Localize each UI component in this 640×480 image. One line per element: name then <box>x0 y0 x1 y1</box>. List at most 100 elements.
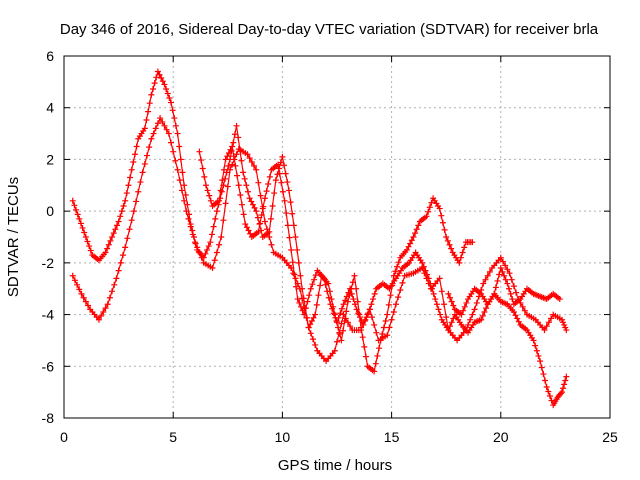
data-point-marker <box>338 320 345 327</box>
data-point-marker <box>296 299 303 306</box>
data-point-marker <box>213 249 220 256</box>
data-point-marker <box>171 115 178 122</box>
x-axis-label: GPS time / hours <box>278 457 392 474</box>
data-point-marker <box>334 338 340 345</box>
data-point-marker <box>133 198 140 205</box>
data-point <box>128 166 135 173</box>
x-tick-label: 0 <box>60 429 68 445</box>
data-point <box>478 316 485 323</box>
data-point-marker <box>297 272 304 279</box>
data-point-marker <box>146 144 153 151</box>
data-point-marker <box>241 175 248 182</box>
data-point-marker <box>172 157 179 164</box>
data-point-marker <box>397 287 404 294</box>
data-point <box>445 327 452 334</box>
data-point-marker <box>211 257 218 264</box>
data-point-marker <box>199 165 206 172</box>
data-point <box>130 208 137 215</box>
data-point <box>307 285 314 292</box>
chart-title: Day 346 of 2016, Sidereal Day-to-day VTE… <box>60 21 599 38</box>
data-point-marker <box>177 156 184 163</box>
data-point-marker <box>408 237 415 244</box>
data-point-marker <box>73 206 80 213</box>
data-point-marker <box>338 305 345 312</box>
data-point-marker <box>163 126 170 133</box>
data-point <box>471 306 478 313</box>
data-point-marker <box>218 188 225 195</box>
series-lower <box>69 115 570 365</box>
data-point-marker <box>98 312 105 319</box>
data-point-marker <box>448 298 455 305</box>
data-point-marker <box>229 161 236 168</box>
data-point-marker <box>302 305 309 312</box>
data-point-marker <box>481 308 488 315</box>
data-point <box>469 239 476 246</box>
data-point-marker <box>365 310 372 317</box>
data-point-marker <box>198 157 205 164</box>
data-point-marker <box>386 324 393 331</box>
series-line <box>72 70 473 373</box>
data-point-marker <box>376 345 383 352</box>
data-point-marker <box>230 139 237 146</box>
data-point-marker <box>501 272 508 279</box>
data-point-marker <box>293 283 300 290</box>
series-middle <box>196 143 570 409</box>
data-point <box>78 290 85 297</box>
data-point <box>327 301 334 308</box>
data-point <box>69 272 76 279</box>
data-point-marker <box>514 315 521 322</box>
data-point-marker <box>282 170 289 177</box>
data-point-marker <box>344 319 351 326</box>
data-point-marker <box>308 318 315 325</box>
data-point-marker <box>80 294 87 301</box>
data-point-marker <box>340 327 347 334</box>
data-point-marker <box>388 316 395 323</box>
data-point-marker <box>111 281 118 288</box>
data-point-marker <box>355 310 362 317</box>
data-point-marker <box>153 74 160 81</box>
data-point <box>563 327 570 334</box>
data-point <box>141 125 148 132</box>
data-point-marker <box>395 294 402 301</box>
data-point-marker <box>145 108 152 115</box>
data-point-marker <box>295 259 302 266</box>
data-point-marker <box>371 321 378 328</box>
data-point-marker <box>307 330 314 337</box>
data-point-marker <box>284 222 291 229</box>
data-point-marker <box>161 122 168 129</box>
data-point-marker <box>342 315 349 322</box>
data-point <box>419 259 426 266</box>
data-point <box>76 215 83 222</box>
data-point-marker <box>206 192 213 199</box>
y-tick-label: 2 <box>46 151 54 167</box>
data-point <box>229 143 236 150</box>
data-point-marker <box>104 245 111 252</box>
data-point-marker <box>245 227 252 234</box>
data-point-marker <box>450 315 457 322</box>
data-point <box>353 306 360 313</box>
data-point-marker <box>131 151 138 158</box>
data-point-marker <box>125 182 132 189</box>
data-point-marker <box>237 191 244 198</box>
data-point <box>443 234 450 240</box>
data-point <box>340 311 347 318</box>
data-point-marker <box>266 173 273 180</box>
data-point-marker <box>420 263 427 270</box>
y-tick-label: 4 <box>46 100 54 116</box>
data-point-marker <box>130 159 137 166</box>
data-point <box>122 197 129 204</box>
data-point-marker <box>204 187 211 194</box>
data-point <box>506 270 513 277</box>
data-point <box>222 156 229 163</box>
data-point-marker <box>227 146 234 153</box>
data-point-marker <box>363 314 370 321</box>
data-point-marker <box>205 243 212 250</box>
data-point <box>334 319 340 326</box>
data-point-marker <box>343 308 350 315</box>
data-point-marker <box>290 222 297 229</box>
data-point <box>497 254 504 261</box>
data-point-marker <box>76 286 83 293</box>
data-point <box>403 246 410 253</box>
data-point-marker <box>415 222 422 229</box>
data-point-marker <box>437 311 444 318</box>
